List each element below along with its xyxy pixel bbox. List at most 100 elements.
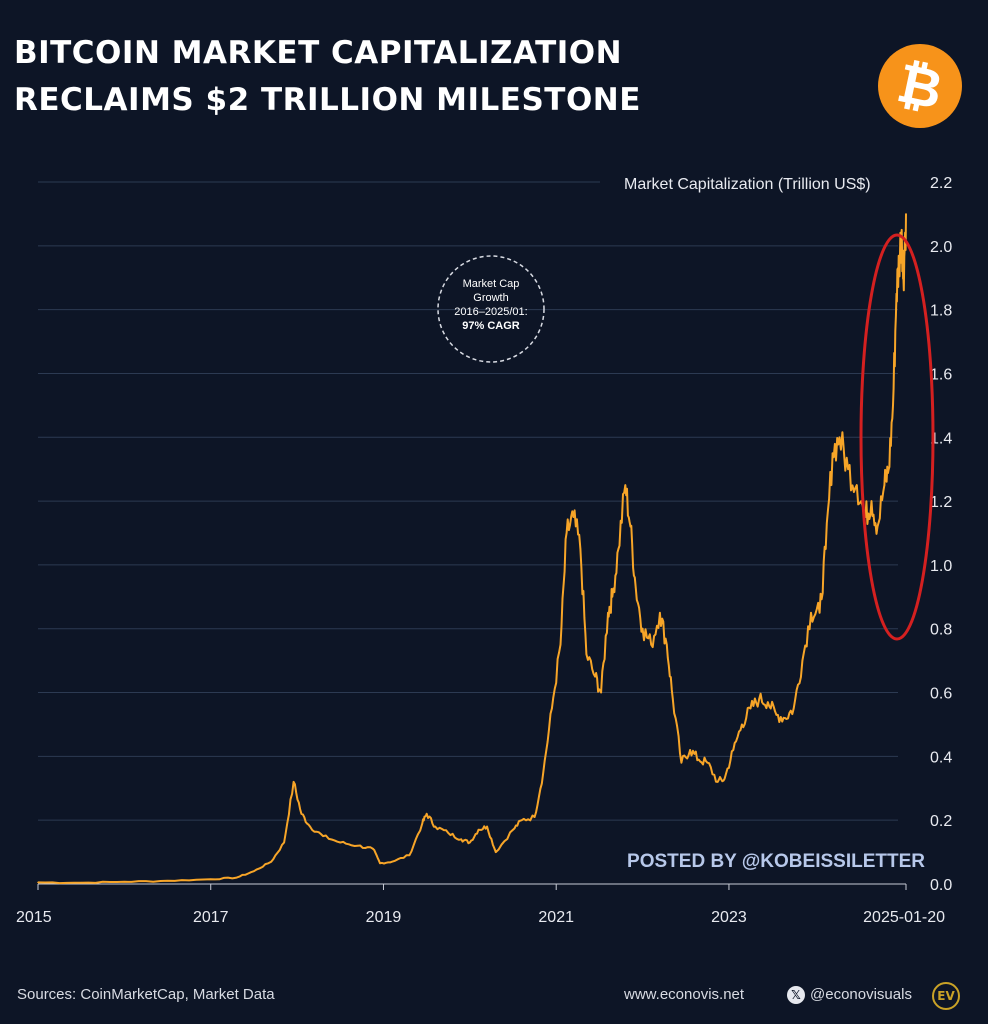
callout-text: Growth bbox=[473, 292, 508, 304]
x-tick-label: 2019 bbox=[366, 909, 402, 926]
y-tick-label: 0.0 bbox=[930, 877, 952, 894]
title-line-2: RECLAIMS $2 TRILLION MILESTONE bbox=[14, 82, 641, 118]
x-tick-label: 2021 bbox=[538, 909, 574, 926]
data-point bbox=[408, 854, 411, 857]
data-point bbox=[300, 813, 303, 815]
market-cap-chart: 0.0 0.2 0.4 0.6 0.8 1.0 1.2 1.4 1.6 1.8 2.0 2.2 201… bbox=[16, 175, 952, 926]
y-tick-label: 0.8 bbox=[930, 622, 952, 639]
data-point bbox=[876, 525, 879, 528]
data-point bbox=[629, 525, 632, 528]
data-point bbox=[460, 838, 463, 841]
data-point bbox=[434, 825, 437, 828]
data-point bbox=[379, 862, 381, 865]
data-point bbox=[600, 691, 602, 694]
y-tick-label: 1.8 bbox=[930, 303, 952, 320]
x-tick-label: 2015 bbox=[16, 909, 52, 926]
data-point bbox=[520, 819, 523, 821]
series-layer bbox=[37, 213, 907, 885]
data-point bbox=[650, 643, 653, 646]
bitcoin-symbol: ₿ bbox=[891, 50, 949, 122]
data-point bbox=[292, 781, 295, 783]
x-icon: 𝕏 bbox=[787, 986, 805, 1004]
data-point bbox=[270, 860, 272, 863]
data-point bbox=[309, 825, 311, 828]
data-point bbox=[421, 822, 424, 825]
data-point bbox=[565, 532, 568, 534]
y-axis-ticks: 0.0 0.2 0.4 0.6 0.8 1.0 1.2 1.4 1.6 1.8 2.0 2.2 bbox=[930, 175, 952, 894]
series-line bbox=[37, 213, 907, 885]
highlight-ellipse bbox=[859, 233, 935, 641]
data-point bbox=[494, 851, 497, 853]
data-point bbox=[372, 848, 374, 850]
data-point bbox=[391, 860, 393, 863]
callout-circle bbox=[437, 255, 545, 363]
x-tick-label: 2025-01-20 bbox=[863, 909, 945, 926]
data-point bbox=[723, 777, 726, 780]
data-point bbox=[585, 653, 588, 656]
data-point bbox=[902, 276, 905, 279]
y-tick-label: 0.4 bbox=[930, 749, 952, 766]
data-point bbox=[716, 781, 719, 783]
y-tick-label: 1.4 bbox=[930, 430, 952, 447]
data-point bbox=[542, 771, 545, 774]
data-point bbox=[339, 841, 342, 844]
x-tick-label: 2017 bbox=[193, 909, 229, 926]
y-tick-label: 1.6 bbox=[930, 366, 952, 383]
callout-text: 2016–2025/01: bbox=[454, 306, 527, 318]
data-point bbox=[512, 828, 514, 831]
data-point bbox=[37, 881, 39, 884]
data-point bbox=[559, 643, 562, 646]
data-point bbox=[898, 260, 900, 263]
ev-logo-icon: EV bbox=[932, 982, 960, 1010]
data-point bbox=[767, 701, 769, 703]
y-tick-label: 2.0 bbox=[930, 239, 952, 256]
data-point bbox=[283, 841, 285, 844]
data-point bbox=[900, 229, 903, 231]
data-point bbox=[895, 292, 898, 295]
data-point bbox=[732, 749, 735, 751]
data-point bbox=[741, 723, 743, 726]
bitcoin-icon: ₿ bbox=[878, 44, 962, 128]
watermark-text: POSTED BY @KOBEISSILETTER bbox=[627, 851, 925, 872]
data-point bbox=[80, 881, 82, 884]
data-point bbox=[665, 643, 668, 646]
y-tick-label: 2.2 bbox=[930, 175, 952, 192]
social-handle[interactable]: @econovisuals bbox=[810, 986, 912, 1003]
highlight-layer bbox=[859, 233, 935, 641]
gridlines bbox=[38, 181, 906, 885]
data-point bbox=[659, 611, 661, 614]
title-line-1: BITCOIN MARKET CAPITALIZATION bbox=[14, 35, 623, 71]
data-point bbox=[758, 698, 760, 700]
y-tick-label: 1.0 bbox=[930, 558, 952, 575]
data-point bbox=[883, 484, 886, 486]
data-point bbox=[831, 452, 834, 455]
y-tick-label: 0.2 bbox=[930, 813, 952, 830]
data-point bbox=[838, 436, 841, 439]
data-point bbox=[123, 880, 126, 883]
data-point bbox=[824, 548, 827, 550]
x-axis-ticks: 2015 2017 2019 2021 2023 2025-01-20 bbox=[16, 884, 945, 926]
data-point bbox=[855, 484, 858, 486]
data-point bbox=[617, 548, 620, 550]
data-point bbox=[469, 841, 471, 844]
data-point bbox=[533, 816, 536, 818]
data-point bbox=[253, 870, 255, 873]
y-axis-label: Market Capitalization (Trillion US$) bbox=[624, 176, 871, 193]
data-point bbox=[784, 717, 786, 719]
website-link[interactable]: www.econovis.net bbox=[624, 986, 745, 1003]
page-title: BITCOIN MARKET CAPITALIZATION RECLAIMS $… bbox=[14, 30, 641, 124]
data-point bbox=[486, 825, 488, 828]
x-tick-label: 2023 bbox=[711, 909, 747, 926]
data-point bbox=[818, 611, 821, 614]
data-point bbox=[792, 707, 795, 710]
data-point bbox=[706, 761, 709, 764]
data-point bbox=[672, 698, 674, 700]
data-point bbox=[892, 404, 894, 407]
data-point bbox=[447, 832, 450, 834]
data-point bbox=[775, 714, 778, 716]
data-point bbox=[624, 484, 627, 486]
data-point bbox=[166, 880, 169, 882]
callout-text: 97% CAGR bbox=[462, 320, 520, 332]
data-point bbox=[810, 611, 812, 614]
sources-text: Sources: CoinMarketCap, Market Data bbox=[17, 986, 275, 1003]
